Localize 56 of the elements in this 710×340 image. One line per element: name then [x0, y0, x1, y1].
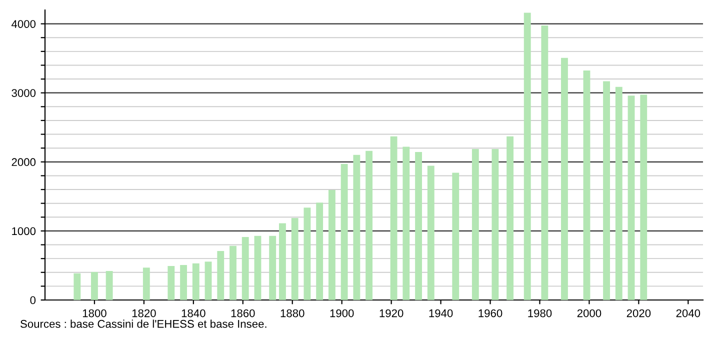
y-tick-label: 1000	[12, 227, 36, 236]
bar	[472, 149, 479, 300]
bar	[583, 70, 590, 300]
bar	[192, 263, 200, 300]
bar	[402, 146, 410, 300]
bar	[628, 96, 635, 300]
bar	[524, 12, 531, 300]
y-tick-label: 0	[30, 296, 36, 304]
bar	[415, 152, 422, 300]
bar	[168, 266, 175, 300]
bar	[353, 154, 360, 300]
bar	[366, 150, 373, 300]
bar	[561, 58, 568, 300]
bar	[452, 172, 460, 300]
bar	[142, 268, 150, 300]
x-tick-label: 1860	[231, 309, 255, 318]
bar	[492, 149, 499, 300]
bar	[390, 136, 398, 300]
bar	[217, 250, 224, 300]
x-tick-label: 2040	[676, 309, 700, 318]
x-tick-label: 1800	[82, 309, 106, 318]
bar	[640, 94, 648, 300]
bar	[506, 136, 514, 300]
bar	[541, 25, 548, 300]
bar	[427, 166, 434, 300]
x-tick-label: 1920	[380, 309, 404, 318]
x-tick-label: 1820	[132, 309, 156, 318]
x-tick-label: 1880	[280, 309, 304, 318]
x-tick-label: 1940	[429, 309, 453, 318]
x-tick-label: 1980	[528, 309, 552, 318]
y-tick-label: 3000	[12, 89, 36, 97]
bar	[91, 272, 98, 300]
x-tick-label: 1840	[182, 309, 206, 318]
x-tick-label: 1960	[478, 309, 502, 318]
bar	[304, 208, 311, 300]
y-tick-label: 2000	[12, 158, 36, 166]
bar	[180, 264, 187, 300]
y-tick-label: 4000	[12, 20, 36, 28]
bar	[615, 86, 622, 300]
bar	[106, 271, 113, 300]
bar	[74, 273, 81, 300]
bar	[230, 246, 236, 300]
bar	[279, 223, 286, 300]
bar	[254, 236, 262, 300]
x-tick-label: 2020	[626, 309, 651, 318]
source-note: Sources : base Cassini de l'EHESS et base Insee.	[20, 320, 266, 328]
bar	[204, 262, 212, 300]
x-tick-label: 2000	[577, 309, 602, 318]
bar	[328, 190, 336, 300]
bar	[242, 236, 249, 300]
bar	[316, 202, 324, 300]
x-tick-label: 1900	[330, 309, 354, 318]
bar	[603, 81, 610, 300]
bar	[269, 236, 276, 300]
bar	[291, 218, 298, 300]
bar	[340, 164, 348, 300]
